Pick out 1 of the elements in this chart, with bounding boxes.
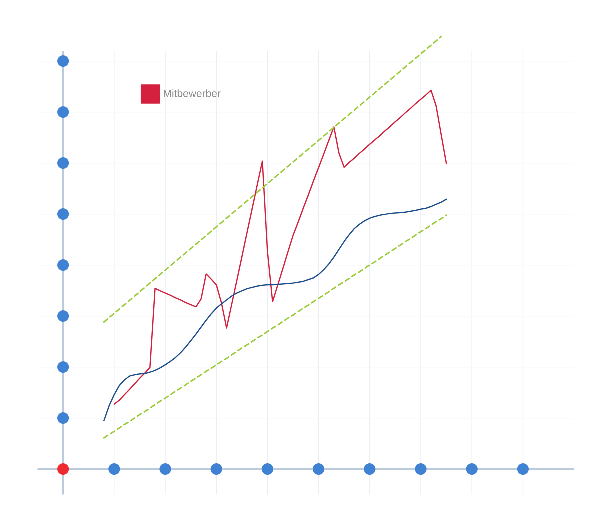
legend-label: Mitbewerber [164,90,221,98]
